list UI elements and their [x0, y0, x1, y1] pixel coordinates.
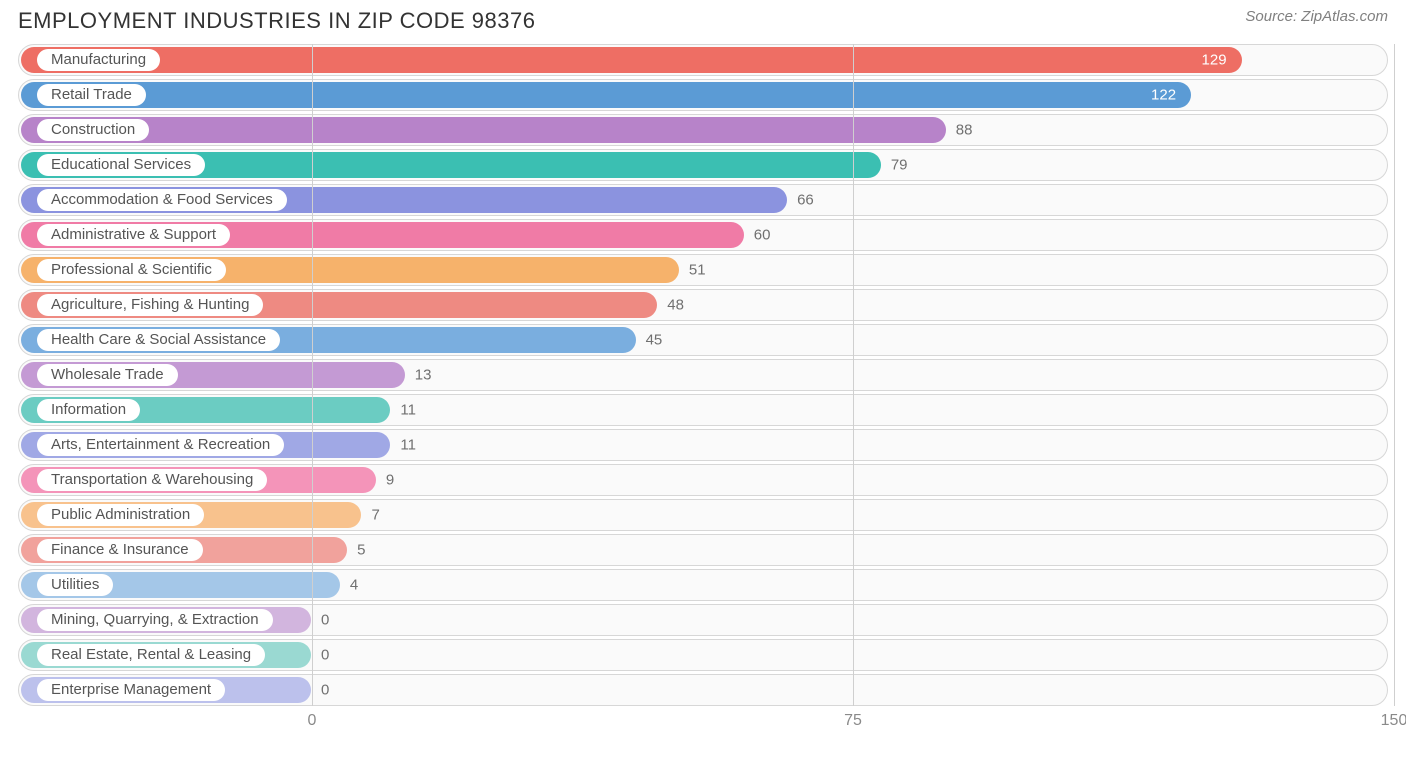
chart-header: EMPLOYMENT INDUSTRIES IN ZIP CODE 98376 … [0, 0, 1406, 38]
bar-track: Transportation & Warehousing 9 [21, 467, 1385, 493]
bar-row: Accommodation & Food Services 66 [18, 184, 1388, 216]
value-label: 4 [350, 577, 358, 594]
value-label: 88 [956, 122, 973, 139]
value-label: 66 [797, 192, 814, 209]
value-label: 9 [386, 472, 394, 489]
chart-rows: Manufacturing 129 Retail Trade 122 Construct… [18, 44, 1388, 706]
bar-row: Manufacturing 129 [18, 44, 1388, 76]
bar-row: Professional & Scientific 51 [18, 254, 1388, 286]
bar-row: Transportation & Warehousing 9 [18, 464, 1388, 496]
bar-track: Accommodation & Food Services 66 [21, 187, 1385, 213]
grid-line [853, 44, 854, 706]
bar-track: Enterprise Management 0 [21, 677, 1385, 703]
bar-row: Enterprise Management 0 [18, 674, 1388, 706]
source-site: ZipAtlas.com [1301, 8, 1388, 25]
category-label-pill: Accommodation & Food Services [37, 189, 287, 211]
bar-row: Administrative & Support 60 [18, 219, 1388, 251]
category-label-pill: Arts, Entertainment & Recreation [37, 434, 284, 456]
value-label: 0 [321, 612, 329, 629]
bar-track: Retail Trade 122 [21, 82, 1385, 108]
bar-track: Construction 88 [21, 117, 1385, 143]
category-label-pill: Construction [37, 119, 149, 141]
bar-row: Information 11 [18, 394, 1388, 426]
value-label: 11 [400, 437, 416, 454]
category-label-pill: Real Estate, Rental & Leasing [37, 644, 265, 666]
bar-row: Agriculture, Fishing & Hunting 48 [18, 289, 1388, 321]
x-axis-tick-label: 75 [844, 712, 862, 730]
bar-track: Real Estate, Rental & Leasing 0 [21, 642, 1385, 668]
chart-area: Manufacturing 129 Retail Trade 122 Construct… [18, 44, 1388, 734]
bar-row: Arts, Entertainment & Recreation 11 [18, 429, 1388, 461]
value-label: 0 [321, 647, 329, 664]
bar-row: Real Estate, Rental & Leasing 0 [18, 639, 1388, 671]
value-label: 122 [1151, 87, 1176, 104]
category-label-pill: Utilities [37, 574, 113, 596]
category-label-pill: Agriculture, Fishing & Hunting [37, 294, 263, 316]
bar [21, 117, 946, 143]
bar-track: Utilities 4 [21, 572, 1385, 598]
category-label-pill: Transportation & Warehousing [37, 469, 267, 491]
bar-track: Professional & Scientific 51 [21, 257, 1385, 283]
grid-line [312, 44, 313, 706]
bar-track: Educational Services 79 [21, 152, 1385, 178]
category-label-pill: Enterprise Management [37, 679, 225, 701]
bar-row: Construction 88 [18, 114, 1388, 146]
value-label: 51 [689, 262, 706, 279]
bar-track: Arts, Entertainment & Recreation 11 [21, 432, 1385, 458]
value-label: 48 [667, 297, 684, 314]
category-label-pill: Information [37, 399, 140, 421]
bar-track: Information 11 [21, 397, 1385, 423]
bar-row: Mining, Quarrying, & Extraction 0 [18, 604, 1388, 636]
grid-line [1394, 44, 1395, 706]
bar [21, 47, 1242, 73]
bar-track: Finance & Insurance 5 [21, 537, 1385, 563]
category-label-pill: Public Administration [37, 504, 204, 526]
value-label: 0 [321, 682, 329, 699]
bar-track: Mining, Quarrying, & Extraction 0 [21, 607, 1385, 633]
category-label-pill: Mining, Quarrying, & Extraction [37, 609, 273, 631]
category-label-pill: Educational Services [37, 154, 205, 176]
bar-row: Retail Trade 122 [18, 79, 1388, 111]
bar-row: Public Administration 7 [18, 499, 1388, 531]
value-label: 129 [1202, 52, 1227, 69]
category-label-pill: Professional & Scientific [37, 259, 226, 281]
value-label: 5 [357, 542, 365, 559]
bar [21, 82, 1191, 108]
value-label: 11 [400, 402, 416, 419]
x-axis-tick-label: 0 [308, 712, 317, 730]
bar-track: Administrative & Support 60 [21, 222, 1385, 248]
bar-track: Wholesale Trade 13 [21, 362, 1385, 388]
source-label: Source: [1245, 8, 1297, 25]
value-label: 45 [646, 332, 663, 349]
bar-track: Health Care & Social Assistance 45 [21, 327, 1385, 353]
category-label-pill: Manufacturing [37, 49, 160, 71]
value-label: 13 [415, 367, 432, 384]
bar-row: Finance & Insurance 5 [18, 534, 1388, 566]
category-label-pill: Finance & Insurance [37, 539, 203, 561]
chart-source: Source: ZipAtlas.com [1245, 8, 1388, 25]
bar-row: Health Care & Social Assistance 45 [18, 324, 1388, 356]
category-label-pill: Wholesale Trade [37, 364, 178, 386]
category-label-pill: Retail Trade [37, 84, 146, 106]
bar-row: Utilities 4 [18, 569, 1388, 601]
bar-track: Manufacturing 129 [21, 47, 1385, 73]
category-label-pill: Administrative & Support [37, 224, 230, 246]
chart-title: EMPLOYMENT INDUSTRIES IN ZIP CODE 98376 [18, 8, 536, 34]
value-label: 79 [891, 157, 908, 174]
x-axis-tick-label: 150 [1381, 712, 1406, 730]
value-label: 60 [754, 227, 771, 244]
bar-row: Educational Services 79 [18, 149, 1388, 181]
value-label: 7 [371, 507, 379, 524]
bar-track: Agriculture, Fishing & Hunting 48 [21, 292, 1385, 318]
bar-row: Wholesale Trade 13 [18, 359, 1388, 391]
category-label-pill: Health Care & Social Assistance [37, 329, 280, 351]
bar-track: Public Administration 7 [21, 502, 1385, 528]
